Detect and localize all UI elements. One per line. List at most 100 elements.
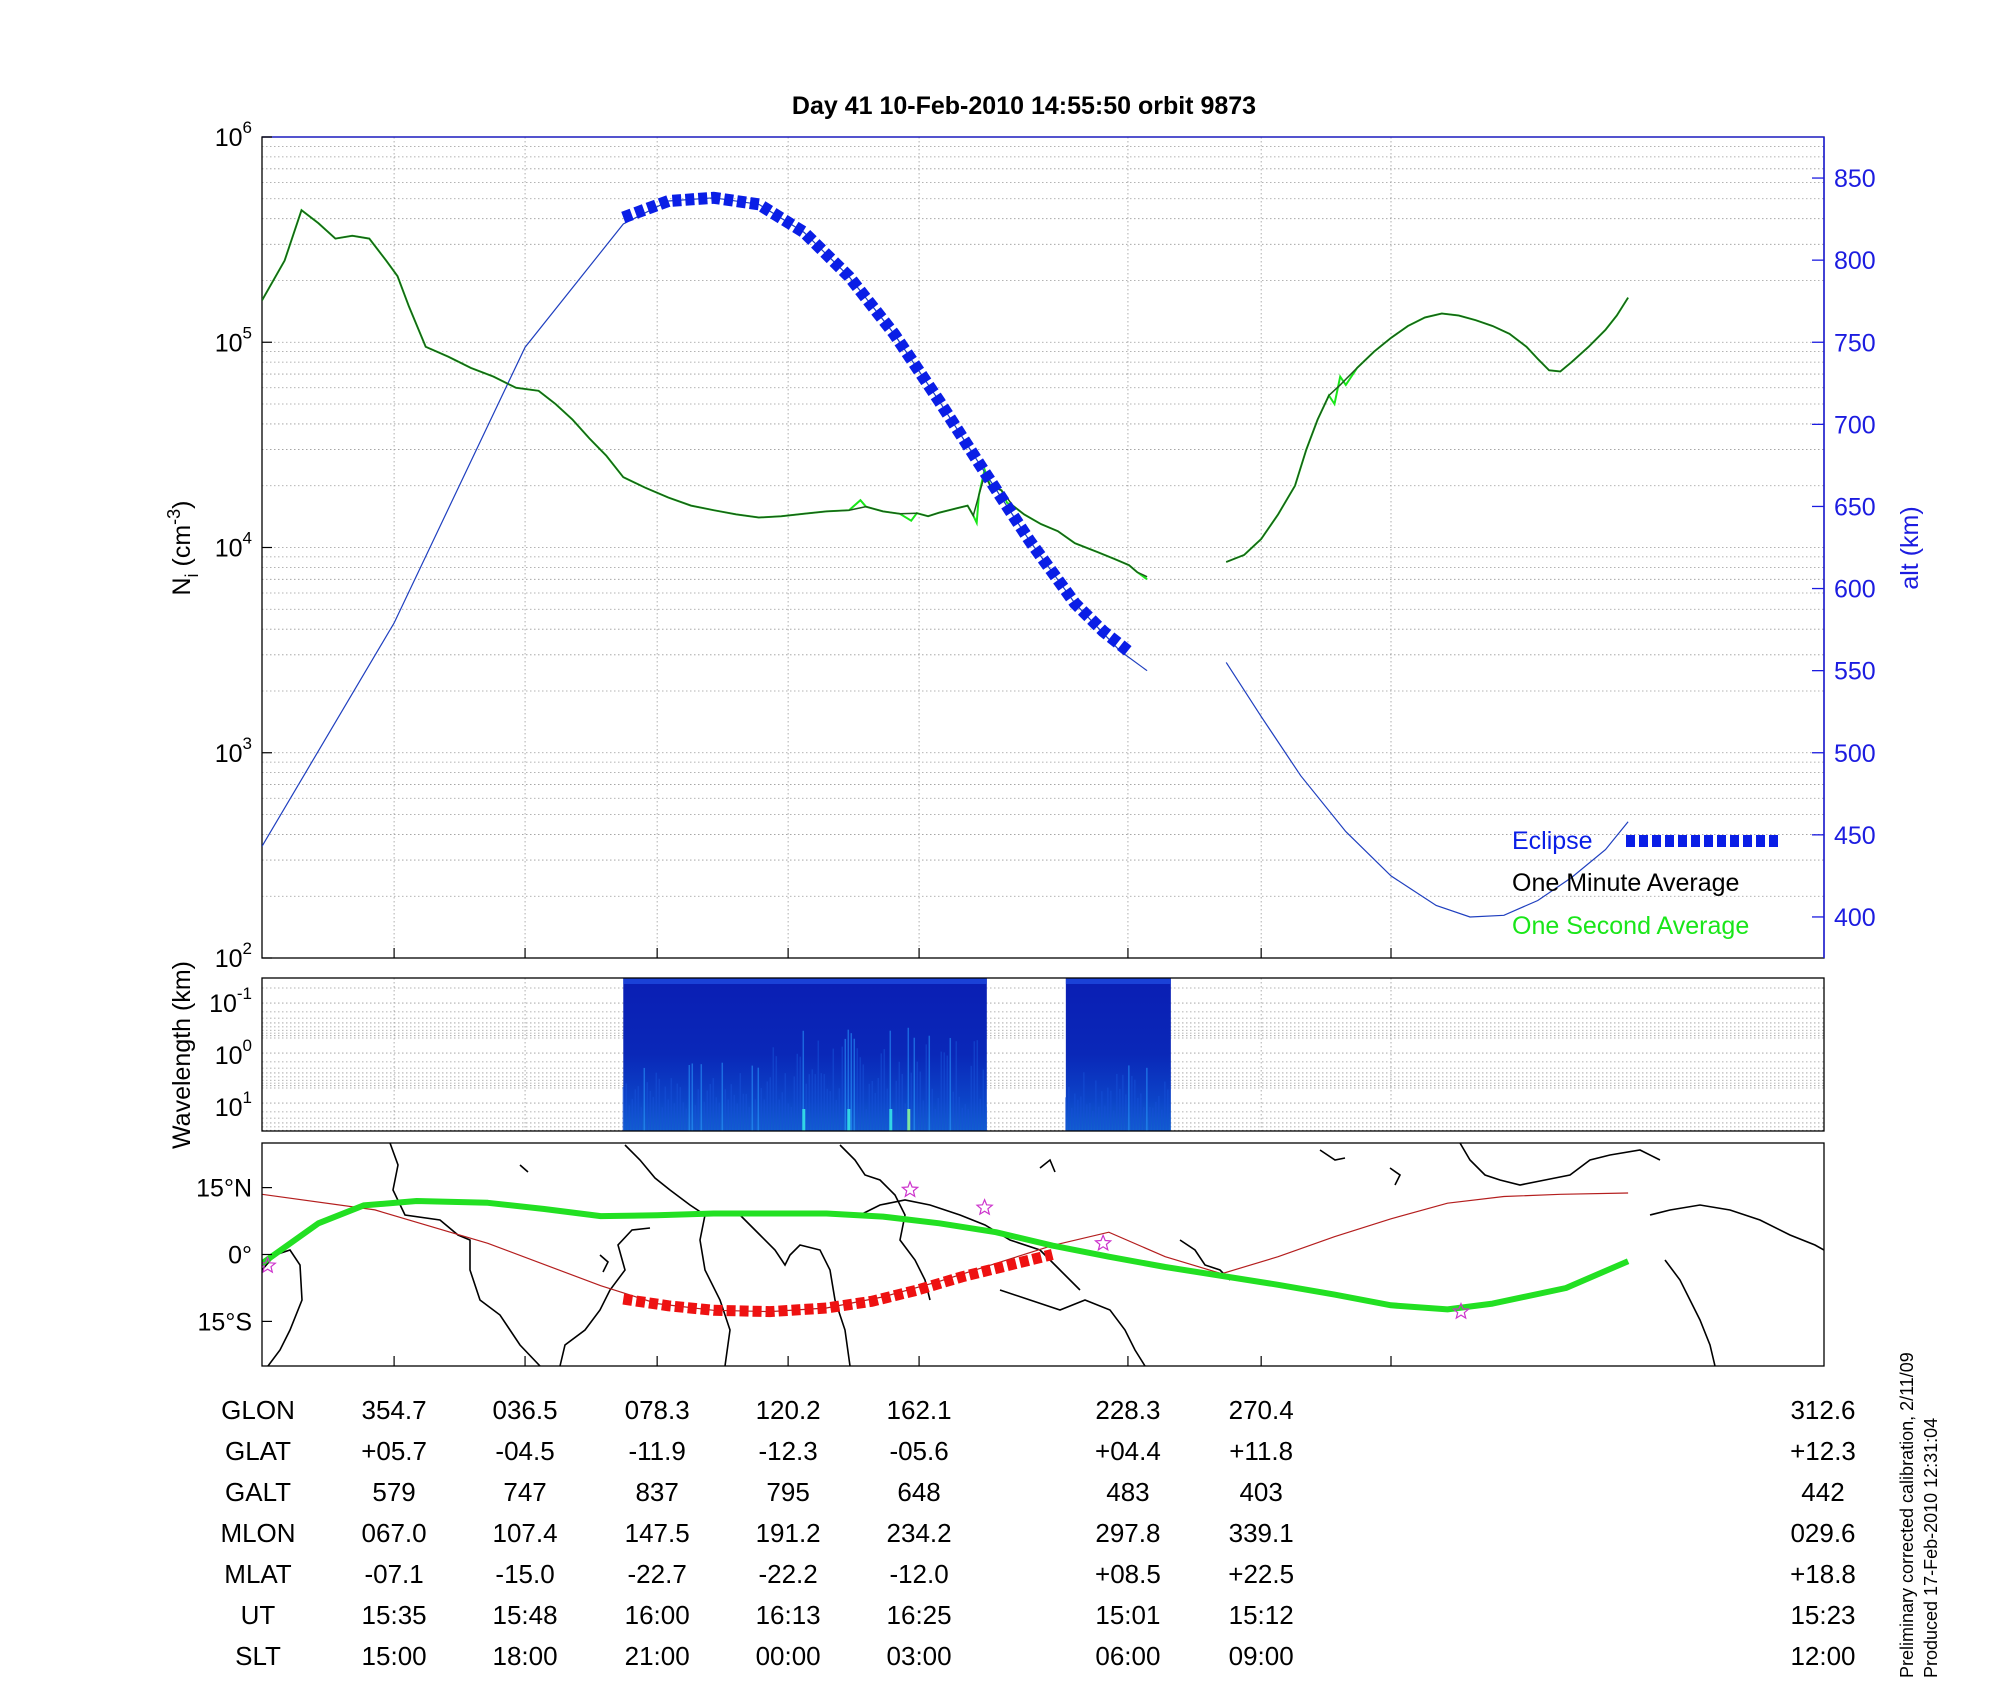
table-cell: 234.2 (887, 1518, 952, 1548)
map-latitude-label: 15°S (198, 1308, 252, 1336)
star-marker (1093, 1233, 1113, 1252)
table-cell: 15:12 (1229, 1600, 1294, 1630)
table-cell: 09:00 (1229, 1641, 1294, 1671)
table-cell: 747 (503, 1477, 546, 1507)
coastline (1039, 1158, 1056, 1173)
star-marker (900, 1180, 920, 1198)
spectrogram-top-band (1065, 978, 1171, 984)
calibration-footnote: Preliminary corrected calibration, 2/11/… (1897, 1352, 1941, 1678)
table-cell: 795 (766, 1477, 809, 1507)
coastline (262, 1249, 303, 1366)
star-marker (262, 1256, 277, 1274)
table-cell: 442 (1801, 1477, 1844, 1507)
table-cell: 15:35 (362, 1600, 427, 1630)
altitude-line (1225, 662, 1629, 918)
table-cell: -07.1 (364, 1559, 423, 1589)
table-row-label: SLT (235, 1641, 281, 1671)
coastline (1664, 1259, 1716, 1366)
coastline (739, 1214, 851, 1366)
density-y-tick-label: 102 (215, 939, 252, 973)
star-marker (975, 1198, 994, 1216)
coastline (1649, 1204, 1824, 1251)
altitude-y-tick-label: 500 (1834, 740, 1876, 768)
table-cell: 03:00 (887, 1641, 952, 1671)
table-cell: 648 (897, 1477, 940, 1507)
table-row-label: GLON (221, 1395, 295, 1425)
eclipse-line (621, 191, 1132, 656)
altitude-y-tick-label: 450 (1834, 822, 1876, 850)
altitude-y-tick-label: 750 (1834, 329, 1876, 357)
spectrogram-y-axis-label: Wavelength (km) (168, 961, 196, 1149)
table-cell: +18.8 (1790, 1559, 1856, 1589)
coastline (599, 1254, 609, 1273)
altitude-y-tick-label: 800 (1834, 247, 1876, 275)
altitude-y-tick-label: 850 (1834, 165, 1876, 193)
table-cell: 036.5 (493, 1395, 558, 1425)
spectrogram-frame (261, 977, 1825, 1132)
footnote-calibration: Preliminary corrected calibration, 2/11/… (1897, 1352, 1917, 1678)
density-y-label-unit-open: (cm (168, 525, 196, 574)
table-cell: 12:00 (1790, 1641, 1855, 1671)
table-cell: 837 (635, 1477, 678, 1507)
table-cell: 16:00 (625, 1600, 690, 1630)
table-cell: 078.3 (625, 1395, 690, 1425)
table-cell: 15:23 (1790, 1600, 1855, 1630)
table-cell: 270.4 (1229, 1395, 1294, 1425)
density-y-axis-label: Ni (cm-3) (164, 500, 202, 595)
table-cell: -11.9 (628, 1436, 685, 1466)
spectrogram-y-tick-label: 10-1 (209, 984, 252, 1018)
table-cell: 579 (372, 1477, 415, 1507)
ground-track-map: 15°N 0° 15°S (196, 1143, 1824, 1366)
coastline (1319, 1149, 1346, 1161)
table-cell: 339.1 (1229, 1518, 1294, 1548)
table-cell: 312.6 (1790, 1395, 1855, 1425)
table-cell: -22.7 (628, 1559, 687, 1589)
table-row-label: GLAT (225, 1436, 291, 1466)
map-latitude-label: 0° (228, 1242, 252, 1270)
density-y-tick-label: 106 (215, 118, 252, 152)
map-latitude-label: 15°N (196, 1175, 252, 1203)
table-cell: 120.2 (756, 1395, 821, 1425)
table-cell: +11.8 (1229, 1436, 1293, 1466)
table-cell: 16:25 (887, 1600, 952, 1630)
table-cell: 15:48 (493, 1600, 558, 1630)
density-y-ticks: 102 103 104 105 106 (215, 118, 272, 973)
table-cell: 06:00 (1095, 1641, 1160, 1671)
coastline (839, 1144, 931, 1301)
table-cell: +05.7 (361, 1436, 427, 1466)
spectrogram-hot-pixel (802, 1109, 806, 1131)
density-y-label-unit-exponent: -3 (164, 509, 184, 525)
coastline (519, 1164, 529, 1173)
table-cell: -15.0 (495, 1559, 554, 1589)
density-y-tick-label: 105 (215, 323, 252, 357)
table-cell: 403 (1239, 1477, 1282, 1507)
density-y-tick-label: 103 (215, 734, 252, 768)
density-second-average-line (1225, 297, 1629, 563)
table-cell: 00:00 (756, 1641, 821, 1671)
coastline (1389, 1167, 1402, 1186)
spectrogram-hot-pixel (847, 1109, 851, 1131)
legend-eclipse-label: Eclipse (1512, 827, 1593, 855)
eclipse-track-line (622, 1249, 1054, 1318)
table-cell: 18:00 (493, 1641, 558, 1671)
density-y-label-symbol: N (168, 577, 196, 595)
spectrogram-y-tick-label: 100 (215, 1036, 252, 1070)
legend-second-average-label: One Second Average (1512, 912, 1749, 940)
table-cell: 228.3 (1095, 1395, 1160, 1425)
density-plot-series (262, 191, 1629, 918)
table-cell: 067.0 (362, 1518, 427, 1548)
altitude-y-tick-label: 700 (1834, 411, 1876, 439)
wavelength-spectrogram: 10-1 100 101 (209, 978, 1824, 1131)
table-row-label: UT (241, 1600, 276, 1630)
density-y-label-subscript: i (182, 573, 202, 577)
table-cell: +04.4 (1095, 1436, 1161, 1466)
spectrogram-top-band (623, 978, 987, 984)
altitude-y-tick-label: 600 (1834, 576, 1876, 604)
coastline (999, 1289, 1146, 1366)
table-cell: 297.8 (1095, 1518, 1160, 1548)
ephemeris-table: GLON GLAT GALT MLON MLAT UT SLT 354.7 +05.7 579 06… (220, 1395, 1855, 1671)
density-y-label-unit-close: ) (168, 500, 196, 508)
table-cell: -12.3 (758, 1436, 817, 1466)
legend-minute-average-label: One Minute Average (1512, 869, 1739, 897)
